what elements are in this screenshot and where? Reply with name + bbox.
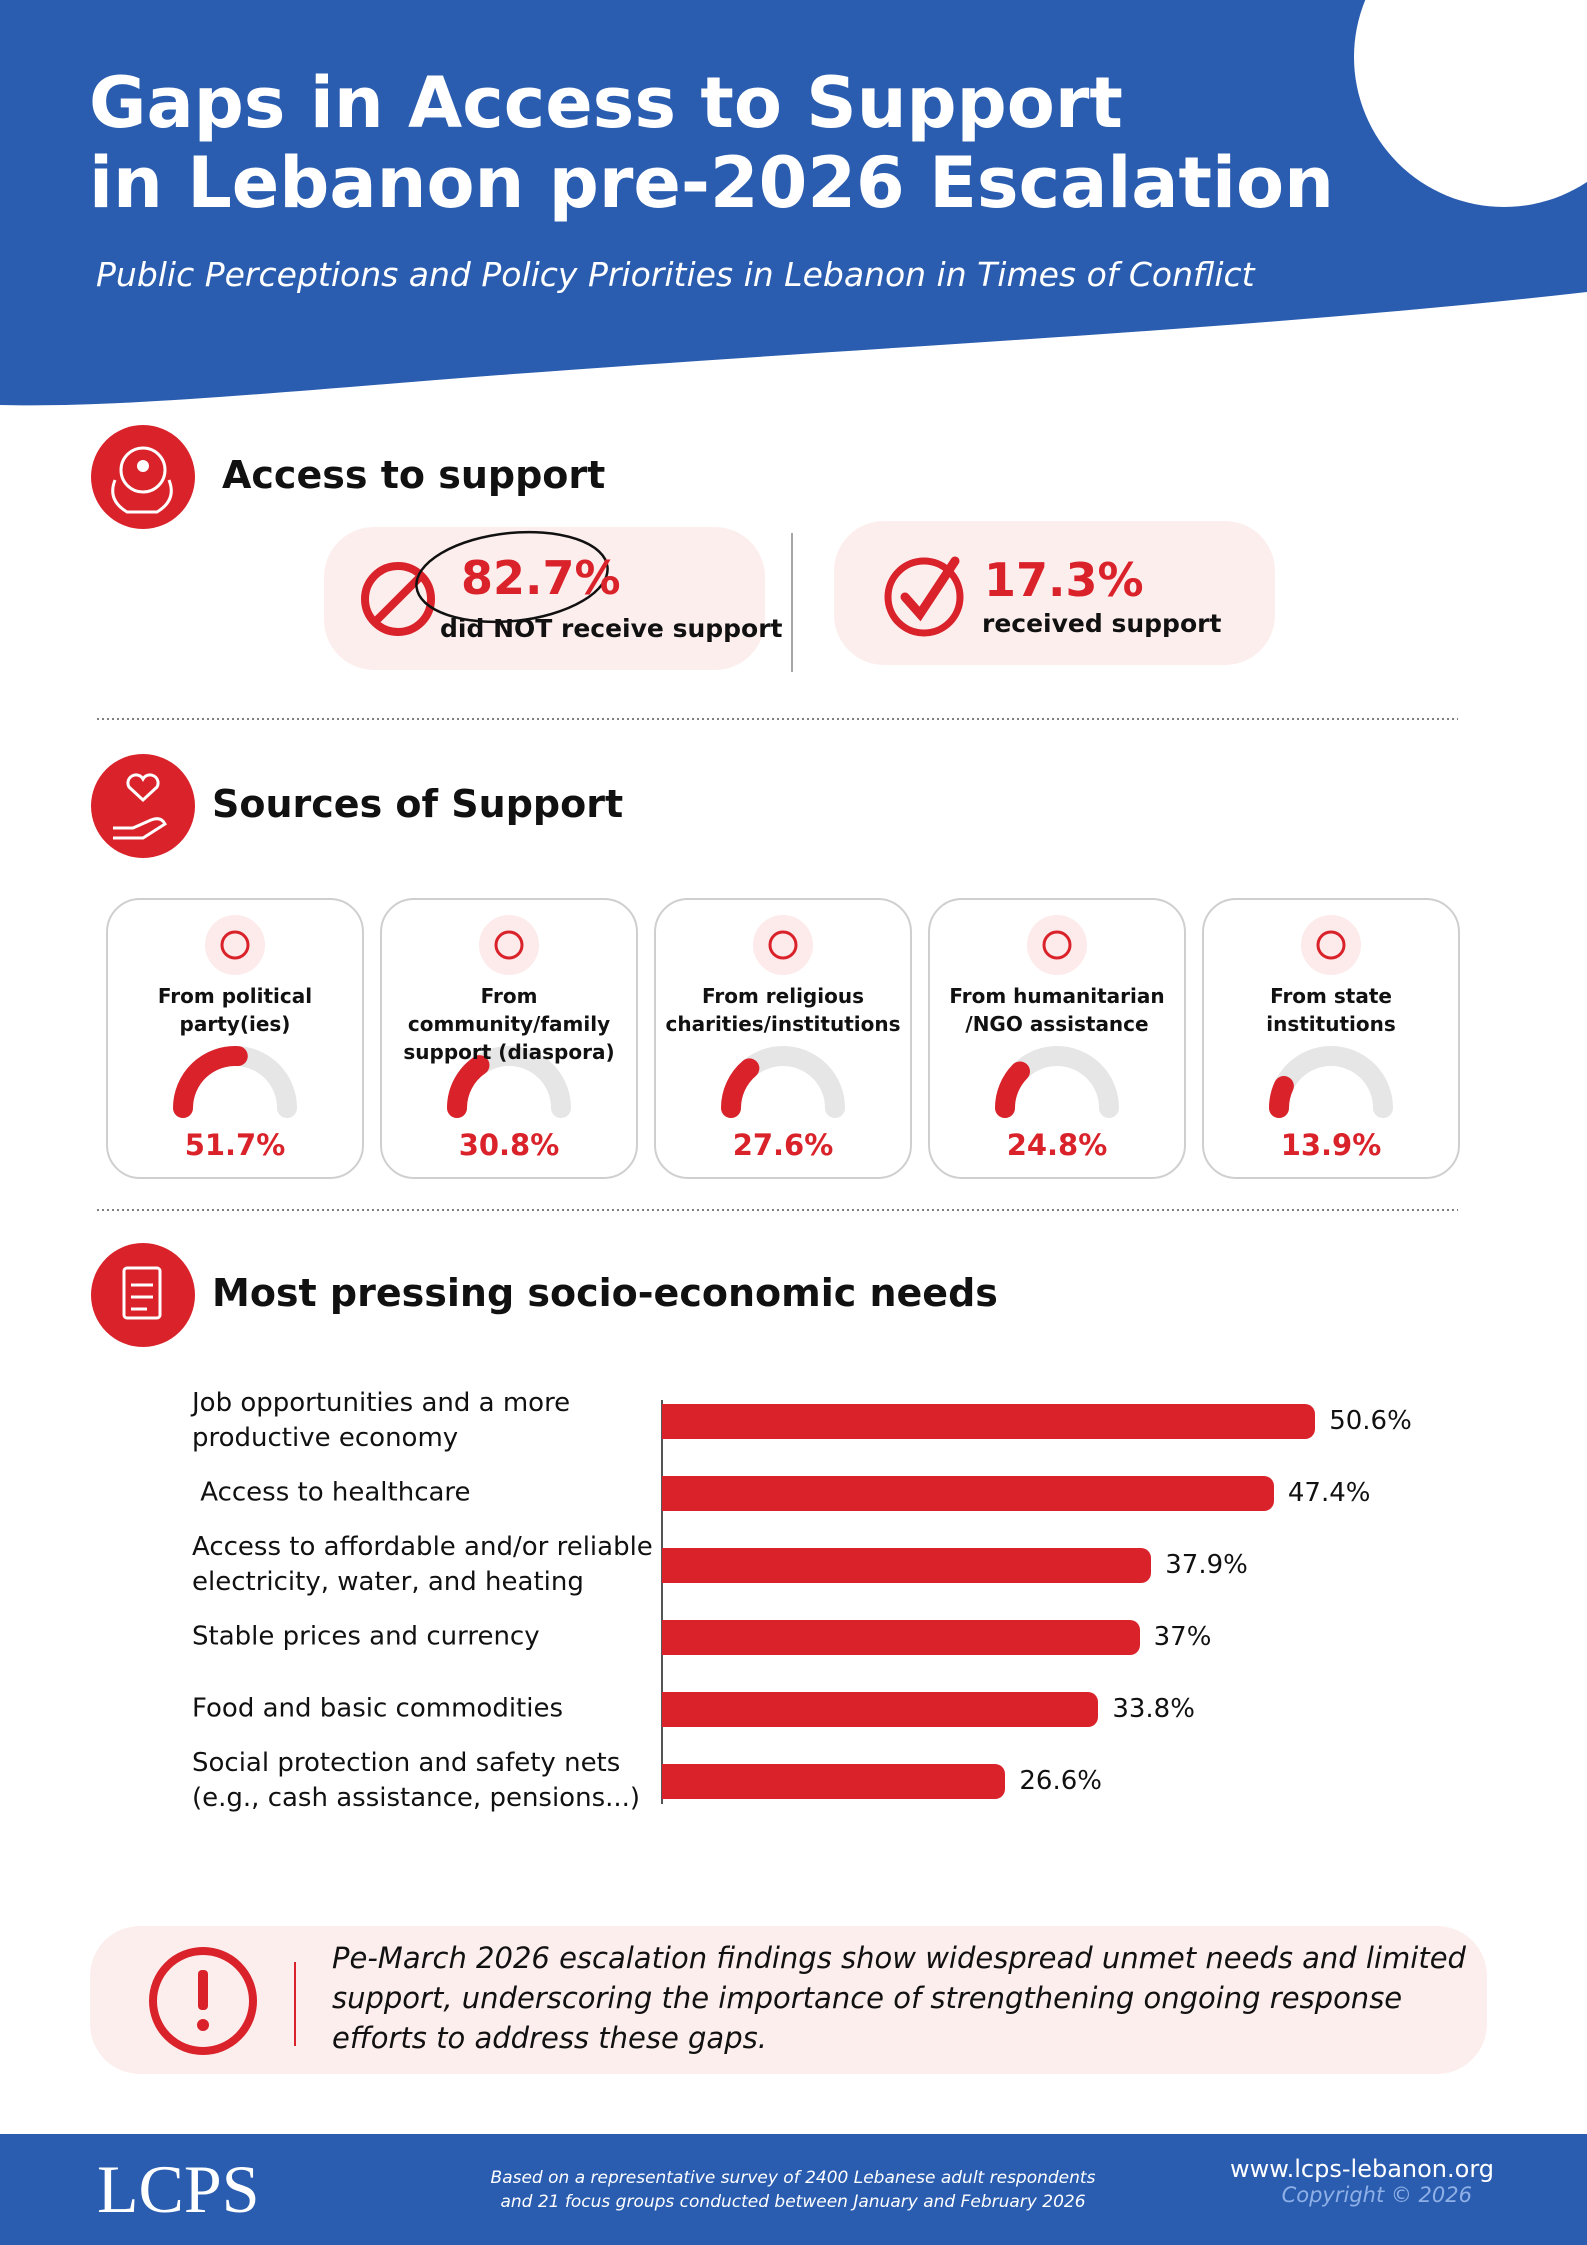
gauge	[995, 915, 1119, 1118]
stat-value: 17.3%	[984, 553, 1144, 607]
stat-value: 82.7%	[461, 551, 621, 605]
url[interactable]: www.lcps-lebanon.org	[1229, 2155, 1494, 2183]
source-label: From humanitarian /NGO assistance	[949, 984, 1165, 1036]
stat-text: received support	[982, 609, 1222, 638]
value-label: 26.6%	[1019, 1766, 1102, 1796]
bar	[662, 1764, 1006, 1799]
source-card: From humanitarian /NGO assistance 24.8%	[928, 898, 1186, 1179]
source-label: From religious charities/institutions	[665, 984, 901, 1036]
value-label: 13.9%	[1280, 1128, 1382, 1162]
category-label: Access to healthcare	[192, 1477, 471, 1508]
card-icon-glyph	[768, 930, 798, 960]
title-line: in Lebanon pre-2026 Escalation	[89, 142, 1334, 224]
source-line: and 21 focus groups conducted between Ja…	[500, 2192, 1086, 2212]
gauge	[447, 915, 571, 1118]
bar	[662, 1404, 1316, 1439]
section-heading: Access to support	[222, 453, 606, 497]
stat-text: did NOT receive support	[440, 614, 783, 643]
gauge-value	[995, 1061, 1031, 1118]
value-label: 27.6%	[732, 1128, 834, 1162]
value-label: 24.8%	[1006, 1128, 1108, 1162]
bar	[662, 1620, 1140, 1655]
bar	[662, 1548, 1152, 1583]
source-card: From religious charities/institutions 27.…	[654, 898, 912, 1179]
card-icon-glyph	[1042, 930, 1072, 960]
source-card: From political party(ies) 51.7%	[106, 898, 364, 1179]
gauge	[1269, 915, 1393, 1118]
section-heading: Most pressing socio-economic needs	[212, 1271, 998, 1315]
value-label: 37.9%	[1165, 1550, 1248, 1580]
gauge	[173, 915, 297, 1118]
gauge-value	[721, 1058, 760, 1118]
subtitle: Public Perceptions and Policy Priorities…	[96, 255, 1255, 294]
gauge	[721, 915, 845, 1118]
value-label: 33.8%	[1112, 1694, 1195, 1724]
card-icon	[1301, 915, 1361, 975]
source-line: Based on a representative survey of 2400…	[490, 2168, 1096, 2188]
gauge-value	[1269, 1076, 1294, 1118]
source-card: From state institutions 13.9%	[1202, 898, 1460, 1179]
card-icon-glyph	[1316, 930, 1346, 960]
card-icon	[479, 915, 539, 975]
note-text: Pe-March 2026 escalation findings show w…	[332, 1941, 1466, 2055]
section-heading: Sources of Support	[212, 782, 624, 826]
category-label: Social protection and safety nets (e.g.,…	[192, 1748, 641, 1813]
value-label: 30.8%	[458, 1128, 560, 1162]
value-label: 51.7%	[184, 1128, 286, 1162]
bar	[662, 1692, 1099, 1727]
source-label: From political party(ies)	[157, 984, 313, 1036]
card-icon	[753, 915, 813, 975]
value-label: 47.4%	[1287, 1478, 1371, 1508]
source-label: From community/family support (diaspora)	[403, 984, 615, 1064]
gauge-track	[1269, 1046, 1393, 1118]
source-card: From community/family support (diaspora)…	[380, 898, 638, 1179]
card-icon-glyph	[494, 930, 524, 960]
category-label: Food and basic commodities	[192, 1693, 564, 1724]
card-icon	[1027, 915, 1087, 975]
gauge-value	[173, 1046, 248, 1118]
title-line: Gaps in Access to Support	[89, 62, 1123, 144]
category-label: Access to affordable and/or reliable ele…	[192, 1532, 653, 1597]
gauge-value	[447, 1055, 490, 1118]
category-label: Job opportunities and a more productive …	[192, 1388, 571, 1453]
category-label: Stable prices and currency	[192, 1621, 540, 1652]
card-icon	[205, 915, 265, 975]
value-label: 37%	[1153, 1622, 1212, 1652]
bar	[662, 1476, 1274, 1511]
copyright: Copyright © 2026	[1281, 2183, 1472, 2207]
value-label: 50.6%	[1329, 1406, 1412, 1436]
card-icon-glyph	[220, 930, 250, 960]
source-label: From state institutions	[1266, 984, 1396, 1036]
logo: LCPS	[97, 2151, 260, 2227]
